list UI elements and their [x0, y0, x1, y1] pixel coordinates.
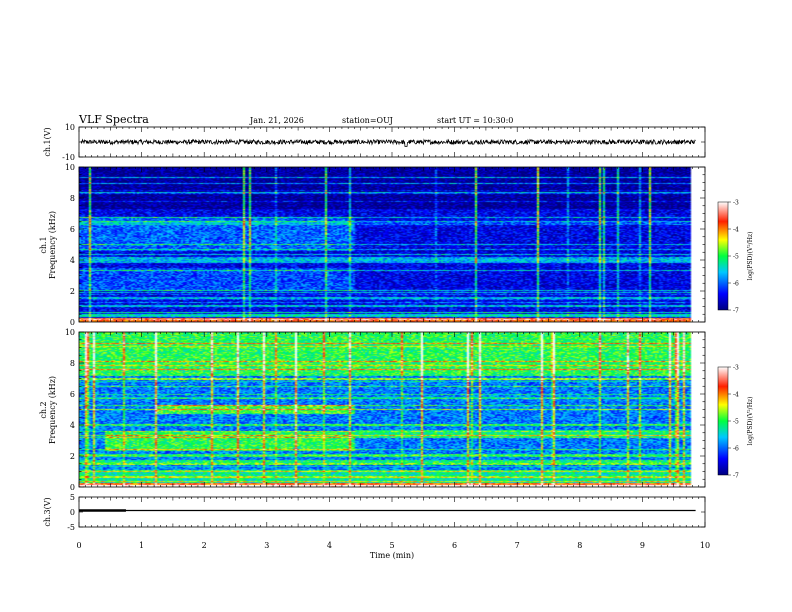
x-tick-label: 2: [202, 541, 207, 550]
y-tick-label: 4: [70, 256, 75, 265]
colorbar-tick-label: -3: [733, 365, 739, 372]
start-time-label: start UT = 10:30:0: [437, 116, 513, 125]
colorbar-tick-label: -6: [733, 446, 739, 453]
colorbar-tick-label: -7: [733, 473, 739, 480]
y-tick-label: 8: [70, 194, 75, 203]
ch3-ylabel: ch.3(V): [43, 497, 52, 526]
colorbar-ch1: [717, 201, 729, 311]
ch1-spectrogram-panel: ch.1 Frequency (kHz): [39, 166, 706, 323]
ch1-ytick-bottom: -10: [62, 153, 75, 162]
y-tick-label: 0: [70, 318, 75, 327]
ch3-ytick-top: 5: [70, 493, 75, 502]
x-tick-label: 8: [577, 541, 582, 550]
x-tick-label: 5: [389, 541, 394, 550]
ch3-ytick-bottom: -5: [67, 523, 75, 532]
station-label: station=OUJ: [342, 116, 393, 125]
ch1-spec-ylabel-ch: ch.1: [39, 236, 48, 253]
colorbar-label: log(PSD)(V²/Hz): [747, 232, 754, 281]
x-tick-label: 10: [700, 541, 710, 550]
ch2-spec-ylabel-ch: ch.2: [39, 401, 48, 418]
x-axis-label: Time (min): [370, 551, 414, 560]
x-tick-label: 6: [452, 541, 457, 550]
colorbar-tick-label: -4: [733, 392, 739, 399]
colorbar-tick-label: -4: [733, 227, 739, 234]
ch2-spectrogram-panel: ch.2 Frequency (kHz): [39, 331, 706, 488]
y-tick-label: 6: [70, 225, 75, 234]
ch1-ylabel: ch.1(V): [43, 127, 52, 156]
colorbar-tick-label: -6: [733, 281, 739, 288]
axes-layer: 0 1 2 3 4 5 6 7 8 9 1002468100246810-3-4-5-6-7log(…: [65, 126, 754, 550]
y-tick-label: 4: [70, 421, 75, 430]
date-label: Jan. 21, 2026: [249, 116, 304, 125]
colorbar-tick-label: -5: [733, 419, 739, 426]
ch3-ytick-mid: 0: [70, 508, 75, 517]
ch1-spec-ylabel-freq: Frequency (kHz): [48, 211, 57, 279]
ch1-waveform-panel: 10 -10 ch.1(V): [43, 123, 706, 162]
colorbar-tick-label: -3: [733, 200, 739, 207]
y-tick-label: 10: [65, 328, 75, 337]
x-tick-label: 9: [640, 541, 645, 550]
y-tick-label: 10: [65, 163, 75, 172]
x-tick-label: 4: [327, 541, 332, 550]
figure-title: VLF Spectra: [78, 113, 149, 126]
y-tick-label: 8: [70, 359, 75, 368]
x-tick-label: 7: [515, 541, 520, 550]
ch2-spec-ylabel-freq: Frequency (kHz): [48, 376, 57, 444]
y-tick-label: 2: [70, 452, 75, 461]
ch1-ytick-top: 10: [65, 123, 75, 132]
y-tick-label: 0: [70, 483, 75, 492]
x-tick-label: 3: [264, 541, 269, 550]
colorbar-tick-label: -5: [733, 254, 739, 261]
ch1-spectrogram-image: [79, 167, 705, 322]
colorbar-tick-label: -7: [733, 308, 739, 315]
colorbar-label: log(PSD)(V²/Hz): [747, 397, 754, 446]
x-tick-label: 0: [76, 541, 81, 550]
ch1-waveform-trace: [80, 138, 696, 147]
y-tick-label: 6: [70, 390, 75, 399]
x-tick-label: 1: [139, 541, 144, 550]
ch2-spectrogram-image: [79, 332, 705, 487]
y-tick-label: 2: [70, 287, 75, 296]
colorbar-ch2: [717, 366, 729, 476]
